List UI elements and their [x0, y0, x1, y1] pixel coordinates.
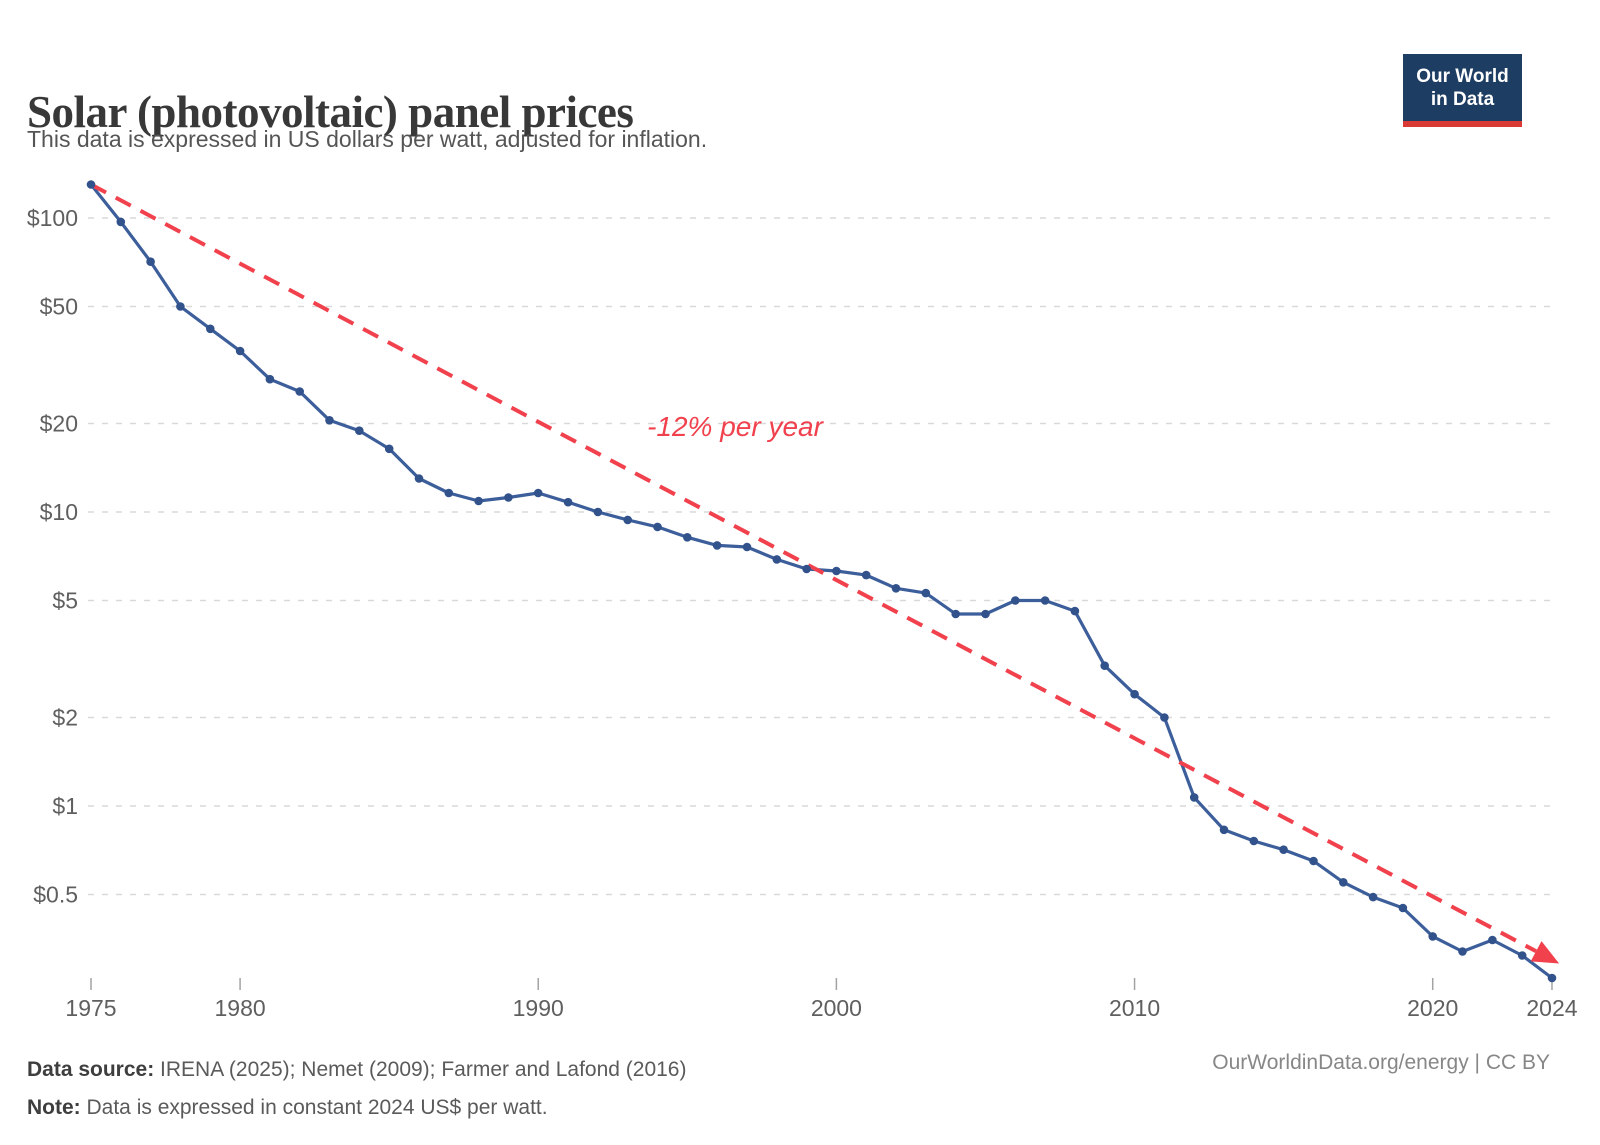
trend-label: -12% per year: [647, 411, 825, 442]
y-axis-label: $5: [52, 588, 78, 614]
x-axis-label: 1975: [65, 995, 116, 1021]
data-point[interactable]: [1249, 836, 1259, 846]
data-point[interactable]: [86, 180, 96, 189]
data-point[interactable]: [235, 346, 245, 356]
footer-attribution-link[interactable]: OurWorldinData.org/energy | CC BY: [1212, 1051, 1550, 1074]
x-axis-label: 1980: [214, 995, 265, 1021]
data-point[interactable]: [1339, 878, 1348, 887]
data-source-label: Data source:: [27, 1058, 155, 1081]
price-series-line: [89, 182, 1554, 980]
data-point[interactable]: [623, 515, 632, 525]
y-axis-label: $1: [52, 793, 78, 819]
data-point[interactable]: [1428, 932, 1437, 941]
data-point[interactable]: [444, 488, 454, 498]
data-point[interactable]: [1368, 892, 1378, 902]
y-axis-label: $100: [27, 205, 78, 231]
data-point[interactable]: [533, 488, 543, 498]
y-axis-label: $2: [52, 704, 78, 730]
data-point[interactable]: [176, 302, 185, 311]
data-point[interactable]: [384, 444, 394, 454]
data-point[interactable]: [1189, 793, 1199, 802]
owid-logo[interactable]: Our World in Data: [1403, 54, 1522, 128]
data-point[interactable]: [146, 257, 155, 267]
data-point[interactable]: [1517, 951, 1527, 960]
y-axis-label: $10: [40, 499, 78, 525]
data-point[interactable]: [921, 588, 931, 598]
trend-line: [90, 182, 1538, 954]
data-point[interactable]: [1309, 856, 1318, 866]
data-point[interactable]: [1011, 596, 1020, 605]
owid-logo-box: Our World in Data: [1403, 54, 1522, 121]
owid-logo-line2: in Data: [1430, 88, 1495, 110]
data-point[interactable]: [414, 474, 424, 483]
y-axis-label: $0.5: [33, 882, 78, 908]
owid-logo-line1: Our World: [1416, 65, 1509, 87]
data-point[interactable]: [802, 564, 811, 574]
data-point[interactable]: [593, 507, 603, 517]
data-point[interactable]: [295, 387, 305, 396]
data-point[interactable]: [832, 566, 841, 576]
data-source-line: Data source: IRENA (2025); Nemet (2009);…: [27, 1051, 686, 1089]
data-point[interactable]: [1458, 947, 1467, 956]
note-line: Note: Data is expressed in constant 2024…: [27, 1089, 686, 1127]
data-point[interactable]: [1547, 973, 1557, 983]
y-axis-label: $20: [40, 410, 78, 436]
data-point[interactable]: [1100, 661, 1109, 670]
data-point[interactable]: [951, 609, 960, 619]
data-point[interactable]: [206, 324, 215, 334]
x-axis-label: 2000: [811, 995, 862, 1021]
data-point[interactable]: [325, 416, 334, 425]
data-point[interactable]: [1130, 689, 1139, 699]
data-source-text: IRENA (2025); Nemet (2009); Farmer and L…: [154, 1058, 687, 1081]
x-axis-label: 1990: [513, 995, 564, 1021]
data-point[interactable]: [474, 496, 483, 506]
data-point[interactable]: [355, 426, 364, 436]
data-point[interactable]: [1040, 596, 1050, 605]
x-axis-label: 2010: [1109, 995, 1160, 1021]
footer-left: Data source: IRENA (2025); Nemet (2009);…: [27, 1051, 686, 1127]
data-point[interactable]: [1160, 713, 1169, 722]
data-point[interactable]: [1219, 825, 1229, 835]
trend-arrowhead-icon: [1530, 941, 1560, 964]
data-point[interactable]: [683, 533, 692, 542]
data-point[interactable]: [742, 542, 752, 552]
x-axis-label: 2024: [1526, 995, 1577, 1021]
owid-logo-red-bar: [1403, 121, 1522, 127]
note-label: Note:: [27, 1096, 81, 1119]
data-point[interactable]: [1279, 845, 1288, 854]
x-axis-label: 2020: [1407, 995, 1458, 1021]
data-point[interactable]: [563, 497, 573, 507]
chart-subtitle: This data is expressed in US dollars per…: [27, 126, 708, 152]
data-point[interactable]: [116, 217, 126, 227]
data-point[interactable]: [653, 522, 662, 532]
data-point[interactable]: [712, 541, 722, 550]
data-point[interactable]: [891, 584, 901, 593]
y-axis-label: $50: [40, 294, 78, 320]
data-point[interactable]: [265, 374, 275, 384]
page-title: Solar (photovoltaic) panel prices: [27, 87, 634, 138]
data-point[interactable]: [861, 570, 871, 580]
data-point[interactable]: [772, 555, 782, 564]
data-point[interactable]: [1398, 903, 1408, 913]
data-point[interactable]: [504, 493, 513, 502]
data-point[interactable]: [1488, 935, 1497, 945]
data-point[interactable]: [1070, 606, 1080, 616]
data-point[interactable]: [981, 609, 990, 619]
note-text: Data is expressed in constant 2024 US$ p…: [80, 1096, 548, 1119]
